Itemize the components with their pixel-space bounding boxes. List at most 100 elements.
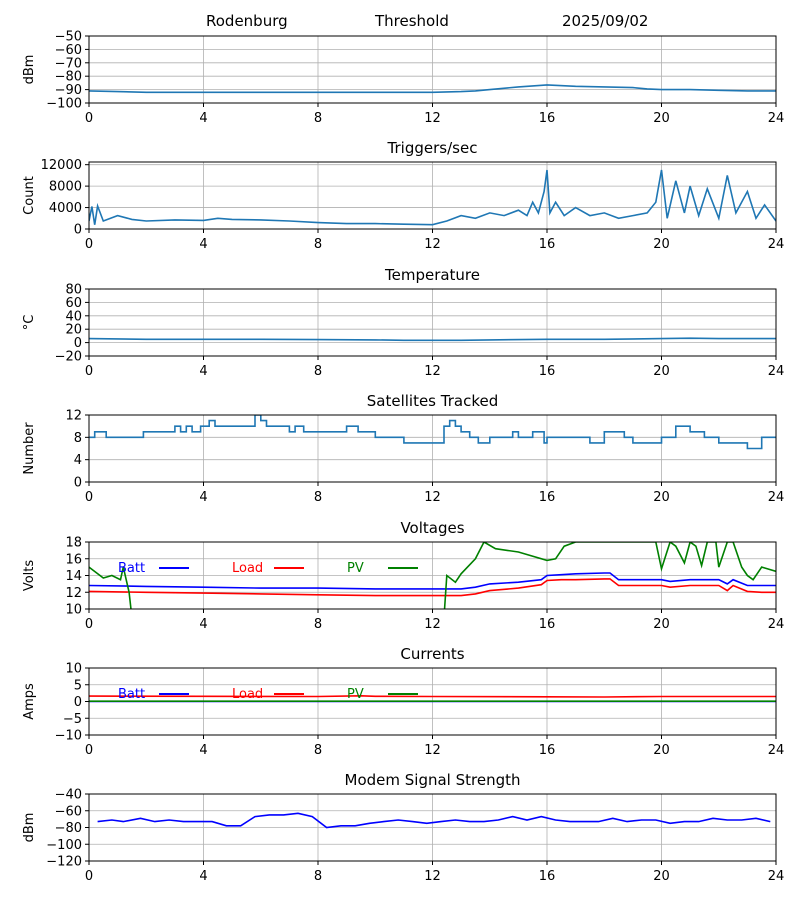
x-tick-label: 0 bbox=[85, 237, 93, 252]
x-tick-label: 0 bbox=[85, 364, 93, 379]
x-tick-label: 4 bbox=[199, 237, 207, 252]
y-tick-label: 16 bbox=[65, 552, 82, 567]
legend-label-pv: PV bbox=[347, 561, 364, 576]
series-line-modem-0 bbox=[97, 812, 771, 829]
x-tick-label: 24 bbox=[768, 364, 785, 379]
y-tick-label: 60 bbox=[65, 296, 82, 311]
series-line-threshold-0 bbox=[89, 84, 776, 94]
x-tick-label: 16 bbox=[539, 490, 556, 505]
y-tick-label: −90 bbox=[55, 83, 82, 98]
x-tick-label: 12 bbox=[424, 237, 441, 252]
y-tick-label: 8000 bbox=[49, 180, 82, 195]
x-tick-label: 24 bbox=[768, 111, 785, 126]
x-tick-label: 20 bbox=[653, 617, 670, 632]
y-tick-label: 0 bbox=[74, 336, 82, 351]
x-tick-label: 4 bbox=[199, 869, 207, 884]
chart-title: Temperature bbox=[384, 266, 480, 284]
legend-label-pv: PV bbox=[347, 687, 364, 702]
x-tick-label: 20 bbox=[653, 490, 670, 505]
y-tick-label: −60 bbox=[55, 804, 82, 819]
y-tick-label: −50 bbox=[55, 30, 82, 45]
y-tick-label: 8 bbox=[74, 431, 82, 446]
y-tick-label: 4000 bbox=[49, 201, 82, 216]
x-tick-label: 20 bbox=[653, 869, 670, 884]
x-tick-label: 20 bbox=[653, 237, 670, 252]
x-tick-label: 20 bbox=[653, 743, 670, 758]
x-tick-label: 16 bbox=[539, 743, 556, 758]
x-tick-label: 0 bbox=[85, 869, 93, 884]
x-tick-label: 16 bbox=[539, 237, 556, 252]
y-tick-label: −100 bbox=[46, 97, 82, 112]
x-tick-label: 8 bbox=[314, 617, 322, 632]
y-tick-label: −80 bbox=[55, 70, 82, 85]
x-tick-label: 0 bbox=[85, 490, 93, 505]
y-tick-label: −100 bbox=[46, 838, 82, 853]
y-tick-label: −20 bbox=[55, 350, 82, 365]
x-tick-label: 24 bbox=[768, 237, 785, 252]
y-tick-label: 5 bbox=[74, 678, 82, 693]
y-tick-label: 14 bbox=[65, 569, 82, 584]
y-tick-label: −10 bbox=[55, 729, 82, 744]
y-tick-label: 10 bbox=[65, 603, 82, 618]
y-tick-label: 10 bbox=[65, 662, 82, 677]
legend-label-batt: Batt bbox=[118, 561, 145, 576]
x-tick-label: 4 bbox=[199, 111, 207, 126]
header-mode: Threshold bbox=[375, 12, 449, 30]
chart-title: Satellites Tracked bbox=[367, 392, 498, 410]
y-axis-label: Volts bbox=[22, 560, 37, 592]
y-tick-label: 12 bbox=[65, 586, 82, 601]
x-tick-label: 0 bbox=[85, 617, 93, 632]
x-tick-label: 8 bbox=[314, 869, 322, 884]
legend-label-load: Load bbox=[232, 561, 263, 576]
y-tick-label: 20 bbox=[65, 323, 82, 338]
y-axis-label: Count bbox=[22, 176, 37, 215]
y-axis-label: dBm bbox=[22, 813, 37, 843]
x-tick-label: 4 bbox=[199, 743, 207, 758]
x-tick-label: 24 bbox=[768, 490, 785, 505]
y-tick-label: −70 bbox=[55, 56, 82, 71]
x-tick-label: 12 bbox=[424, 111, 441, 126]
x-tick-label: 8 bbox=[314, 364, 322, 379]
x-tick-label: 16 bbox=[539, 364, 556, 379]
y-tick-label: 12 bbox=[65, 409, 82, 424]
header-site: Rodenburg bbox=[206, 12, 288, 30]
y-tick-label: 40 bbox=[65, 309, 82, 324]
series-line-voltages-batt bbox=[89, 572, 776, 590]
y-axis-label: °C bbox=[22, 315, 37, 331]
x-tick-label: 12 bbox=[424, 617, 441, 632]
y-tick-label: 0 bbox=[74, 223, 82, 238]
x-tick-label: 16 bbox=[539, 869, 556, 884]
y-axis-label: Number bbox=[22, 422, 37, 475]
y-tick-label: 80 bbox=[65, 283, 82, 298]
series-line-currents-load bbox=[89, 694, 776, 698]
x-tick-label: 8 bbox=[314, 237, 322, 252]
y-tick-label: −60 bbox=[55, 43, 82, 58]
series-line-triggers-0 bbox=[89, 169, 776, 226]
x-tick-label: 24 bbox=[768, 743, 785, 758]
y-tick-label: −40 bbox=[55, 788, 82, 803]
x-tick-label: 16 bbox=[539, 617, 556, 632]
x-tick-label: 8 bbox=[314, 743, 322, 758]
y-tick-label: 18 bbox=[65, 536, 82, 551]
chart-title: Triggers/sec bbox=[387, 139, 478, 157]
chart-triggers: 0 4 8 12 16 20 24 0 4000 8000 12000 Triggers/sec Cou… bbox=[22, 139, 784, 252]
chart-modem: 0 4 8 12 16 20 24 −120 −100 −80 −60−40 Modem Signal… bbox=[22, 771, 784, 884]
chart-satellites: 0 4 8 12 16 20 24 0 4 8 12 Satellites Tracked Number bbox=[22, 392, 784, 505]
y-tick-label: 4 bbox=[74, 453, 82, 468]
chart-title: Currents bbox=[400, 645, 464, 663]
series-line-satellites-0 bbox=[89, 415, 776, 450]
x-tick-label: 24 bbox=[768, 869, 785, 884]
x-tick-label: 20 bbox=[653, 364, 670, 379]
legend-label-load: Load bbox=[232, 687, 263, 702]
series-line-temperature-0 bbox=[89, 337, 776, 342]
x-tick-label: 8 bbox=[314, 111, 322, 126]
chart-title: Voltages bbox=[400, 519, 464, 537]
x-tick-label: 8 bbox=[314, 490, 322, 505]
x-tick-label: 16 bbox=[539, 111, 556, 126]
x-tick-label: 12 bbox=[424, 869, 441, 884]
x-tick-label: 0 bbox=[85, 111, 93, 126]
